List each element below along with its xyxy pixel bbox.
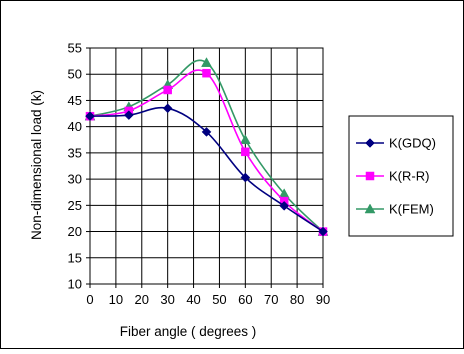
y-tick-label: 35 bbox=[68, 145, 82, 160]
y-tick-label: 55 bbox=[68, 41, 82, 56]
x-tick-label: 10 bbox=[109, 292, 123, 307]
data-point bbox=[123, 110, 134, 120]
legend-marker bbox=[365, 171, 375, 181]
data-point bbox=[201, 57, 212, 67]
x-tick-label: 30 bbox=[160, 292, 174, 307]
y-tick-label: 10 bbox=[68, 277, 82, 292]
data-point bbox=[241, 147, 250, 157]
data-point bbox=[279, 201, 290, 211]
legend-label: K(GDQ) bbox=[389, 136, 436, 151]
data-point bbox=[318, 226, 328, 237]
y-axis-title: Non-dimensional load (k) bbox=[29, 90, 44, 240]
data-point bbox=[240, 172, 251, 183]
x-tick-label: 20 bbox=[135, 292, 149, 307]
data-point bbox=[202, 68, 211, 78]
x-tick-label: 60 bbox=[238, 292, 252, 307]
y-tick-label: 50 bbox=[68, 67, 82, 82]
y-axis-ticks: 10 15 20 25 30 35 40 45 50 55 bbox=[68, 41, 90, 292]
x-axis-ticks: 0 10 20 30 40 50 60 70 80 90 bbox=[86, 284, 330, 307]
x-tick-label: 70 bbox=[264, 292, 278, 307]
legend: K(GDQ) K(R-R) K(FEM) bbox=[348, 115, 454, 237]
y-tick-label: 15 bbox=[68, 250, 82, 265]
data-point bbox=[201, 127, 212, 137]
y-tick-label: 25 bbox=[68, 198, 82, 213]
y-tick-label: 40 bbox=[68, 119, 82, 134]
data-point bbox=[85, 111, 95, 122]
data-point bbox=[239, 134, 251, 145]
legend-label: K(FEM) bbox=[389, 202, 434, 217]
x-axis-title: Fiber angle ( degrees ) bbox=[120, 324, 257, 339]
y-tick-label: 30 bbox=[68, 172, 82, 187]
series-diamond bbox=[85, 103, 328, 237]
x-tick-label: 50 bbox=[212, 292, 226, 307]
legend-marker bbox=[365, 138, 375, 148]
x-tick-label: 80 bbox=[290, 292, 304, 307]
legend-label: K(R-R) bbox=[389, 169, 429, 184]
legend-marker bbox=[364, 203, 376, 214]
x-tick-label: 90 bbox=[316, 292, 330, 307]
x-tick-label: 40 bbox=[186, 292, 200, 307]
x-tick-label: 0 bbox=[86, 292, 93, 307]
y-tick-label: 45 bbox=[68, 93, 82, 108]
y-tick-label: 20 bbox=[68, 224, 82, 239]
plot-frame bbox=[89, 47, 324, 285]
data-point bbox=[162, 103, 173, 114]
series-group bbox=[84, 57, 329, 237]
data-point bbox=[163, 85, 172, 95]
